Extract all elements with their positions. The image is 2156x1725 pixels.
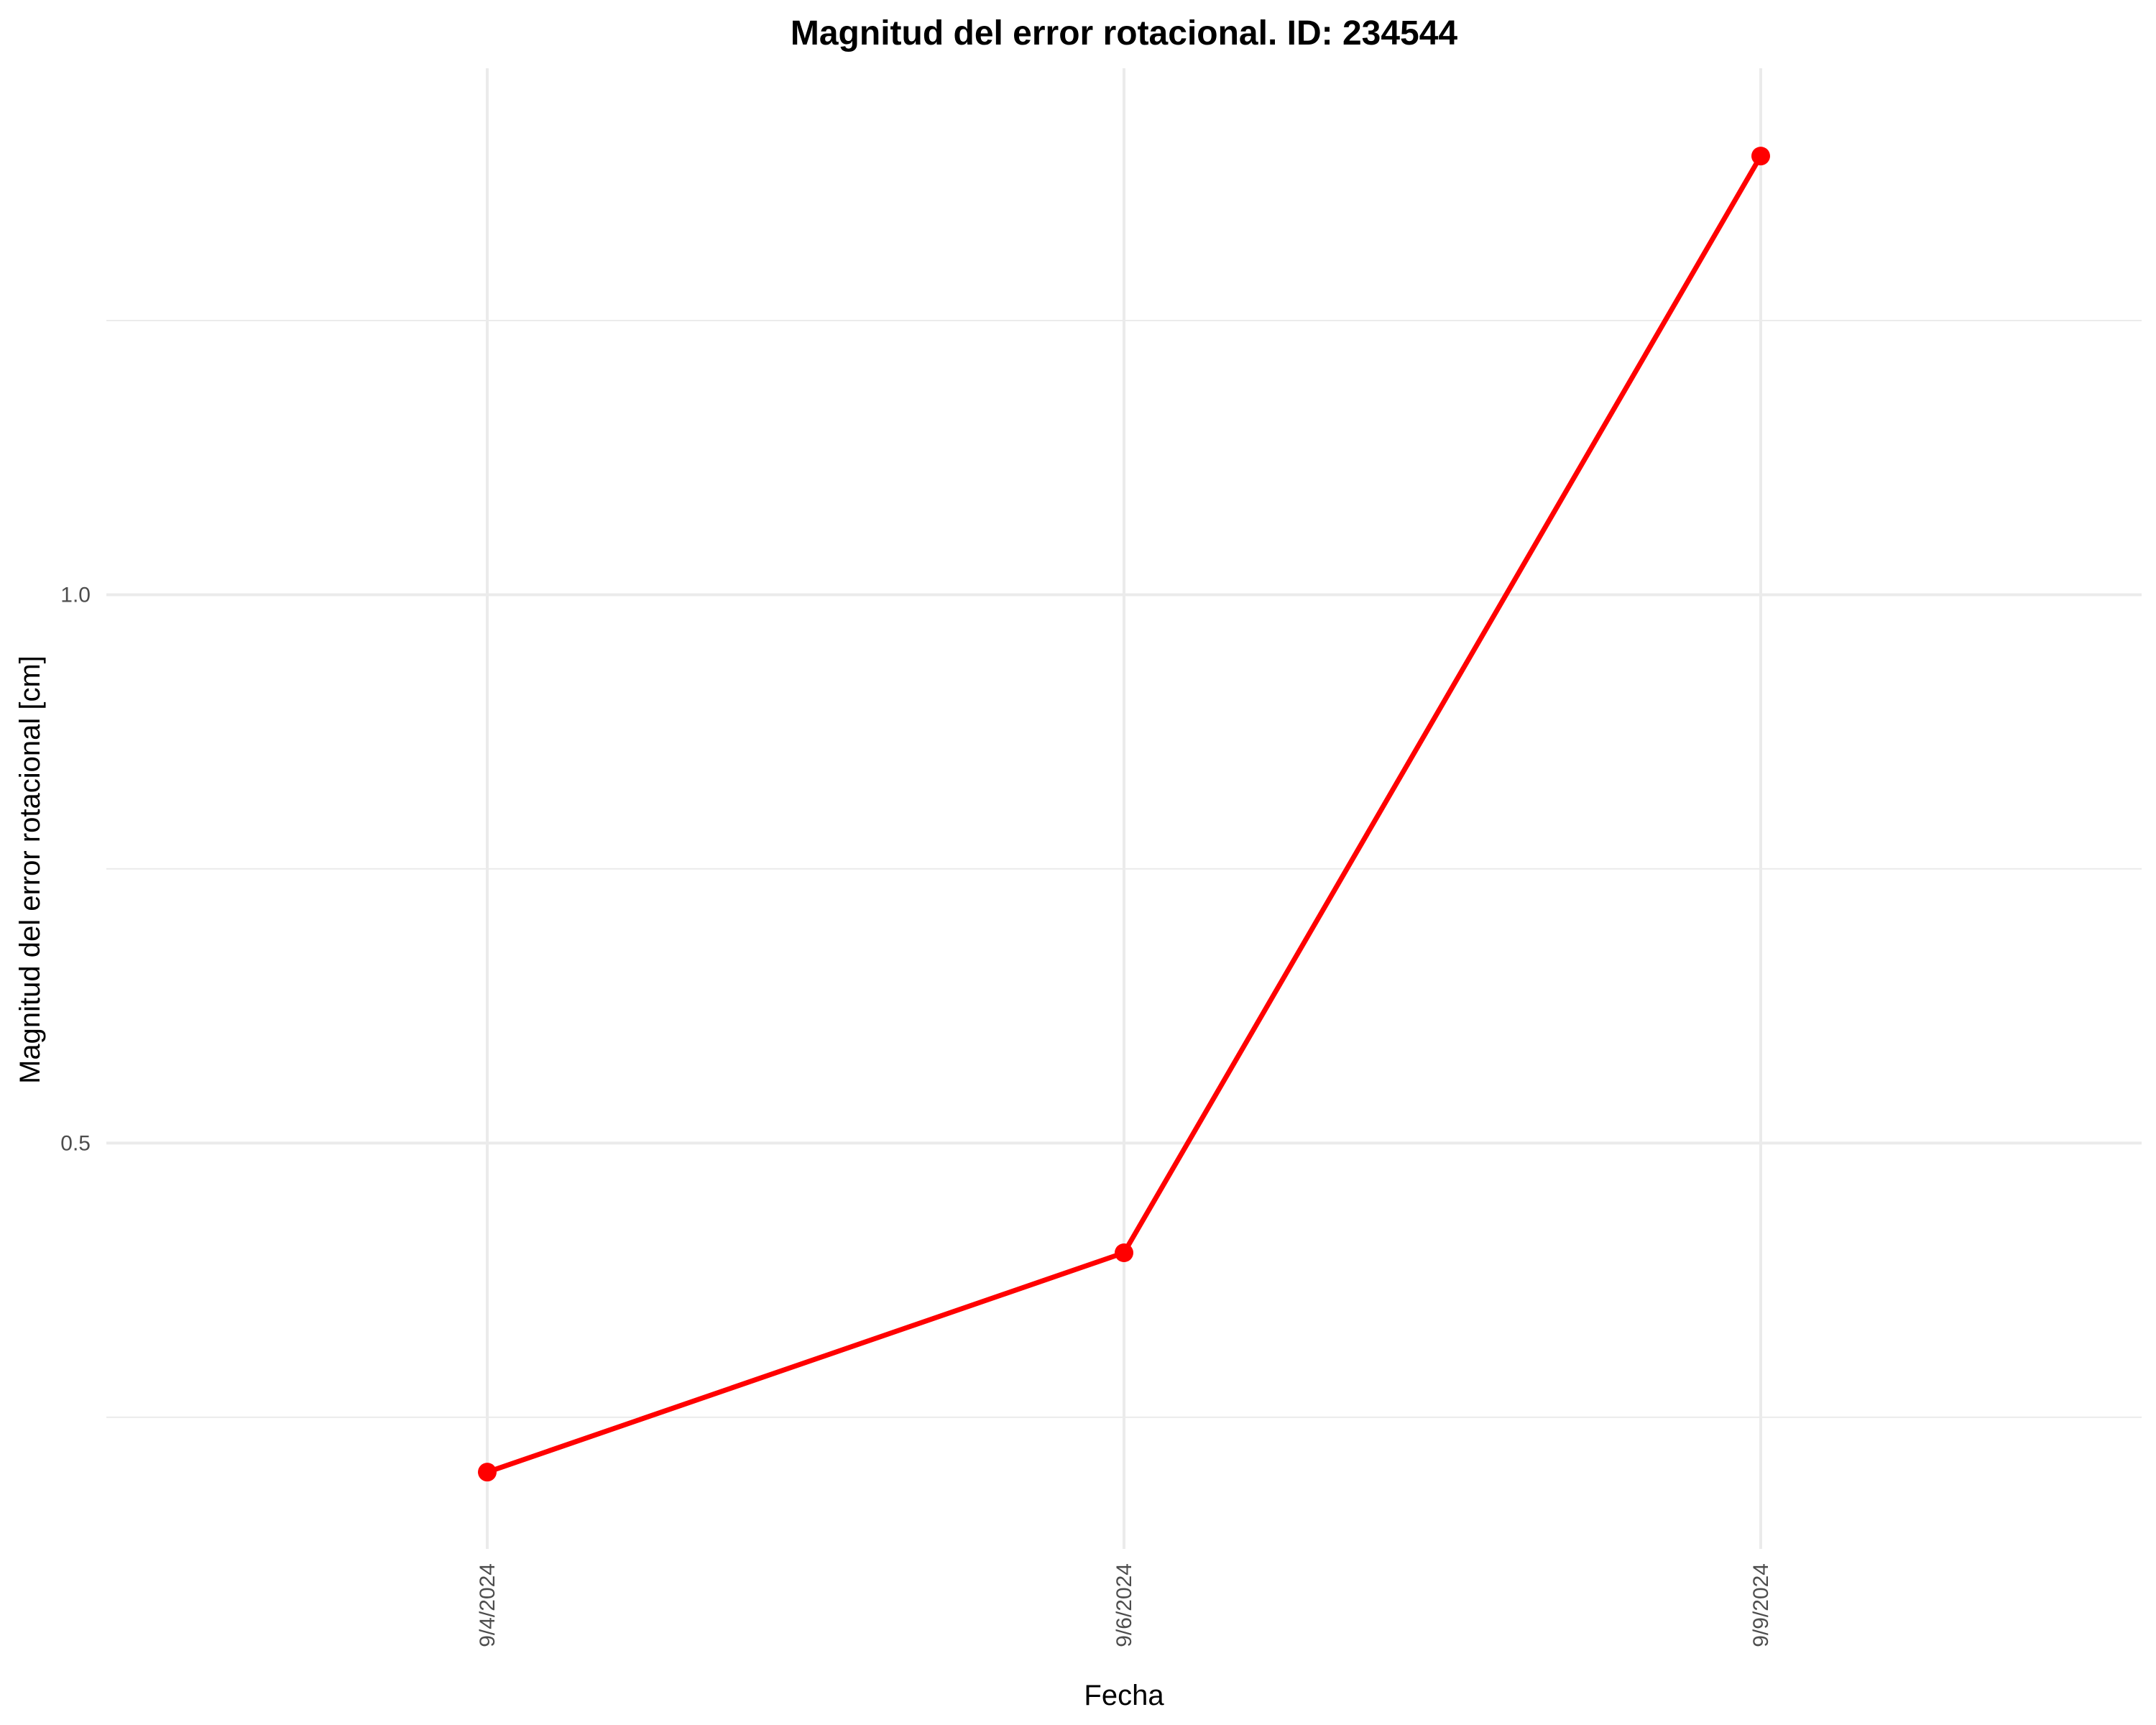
data-point <box>1115 1243 1133 1262</box>
x-tick-label: 9/9/2024 <box>1749 1563 1773 1647</box>
chart-title: Magnitud del error rotacional. ID: 23454… <box>791 14 1458 52</box>
tick-labels: 0.5 1.0 9/4/2024 9/6/2024 9/9/2024 <box>60 583 1773 1647</box>
x-tick-label: 9/4/2024 <box>476 1563 499 1647</box>
series-layer <box>478 147 1770 1482</box>
y-tick-label: 1.0 <box>60 583 91 607</box>
data-point <box>1751 147 1770 166</box>
data-point <box>478 1463 497 1482</box>
x-tick-label: 9/6/2024 <box>1112 1563 1136 1647</box>
y-tick-label: 0.5 <box>60 1131 91 1155</box>
x-axis-title: Fecha <box>1084 1680 1164 1711</box>
y-axis-title: Magnitud del error rotacional [cm] <box>14 656 46 1084</box>
grid-lines <box>106 68 2142 1549</box>
